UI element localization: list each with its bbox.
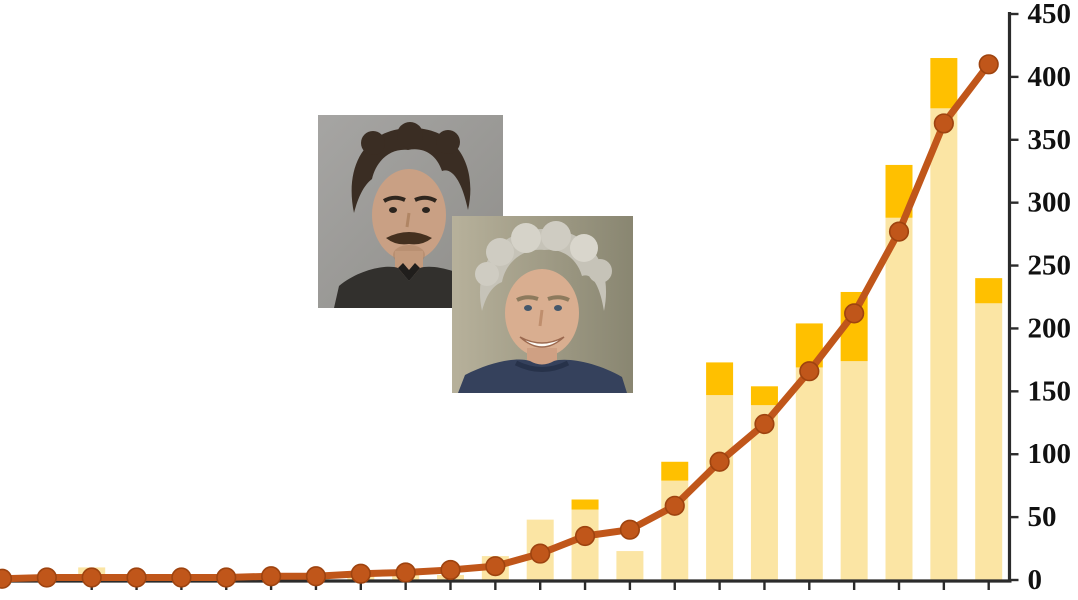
bar-light-segment [930,108,958,580]
trend-line-marker [799,361,820,382]
portrait-1-nose [405,212,411,228]
portrait-1-hair-tuft [361,131,385,155]
portrait-2-shirt [458,359,627,393]
portrait-2-eyebrow [547,295,570,302]
portrait-1-collar [398,263,420,281]
trend-line-marker [36,567,57,588]
bar-light-segment [706,395,734,580]
bar-light-segment [616,551,644,580]
trend-line-marker [440,559,461,581]
portrait-1-eyebrow [382,195,406,203]
y-axis-tick-label: 300 [1028,187,1072,219]
trend-line-marker [530,543,551,564]
trend-line-marker [126,567,147,588]
y-axis-tick-label: 450 [1028,0,1072,30]
bar-gold-cap [571,499,599,510]
y-axis-tick-label: 200 [1028,312,1072,344]
y-axis-tick-label: 50 [1028,501,1057,533]
bar-light-segment [975,303,1003,580]
portrait-1-hair-tuft [397,122,423,148]
trend-line-marker [216,567,237,588]
bar-light-segment [795,367,823,580]
y-axis-tick-label: 150 [1028,375,1072,407]
portrait-2-curl [588,259,612,283]
portrait-1-eyebrow [414,195,438,203]
trend-line-marker [709,451,730,472]
bar-gold-cap [975,278,1003,304]
portrait-1-hair-tuft [436,130,460,154]
trend-line-marker [261,566,282,587]
y-axis-tick-label: 250 [1028,250,1072,282]
y-axis-tick-label: 0 [1028,564,1043,596]
portrait-1-eye [422,207,430,213]
trend-line-marker [664,495,685,516]
trend-line-marker [395,562,416,583]
portrait-image-2 [452,216,633,393]
portrait-2-curl [475,262,499,286]
portrait-2-shirt-neckline [514,360,570,372]
y-axis-tick-label: 100 [1028,438,1072,470]
y-axis-tick-label: 400 [1028,61,1072,93]
trend-line-marker [574,525,596,547]
trend-line-marker [171,567,192,588]
trend-line-marker [305,566,327,587]
portrait-1-mustache [386,232,432,245]
trend-line-marker [81,567,102,588]
portrait-2-curl [486,238,514,266]
bar-gold-cap [706,362,734,396]
portrait-2-eye [524,305,532,311]
portrait-2-smile [519,336,565,348]
portrait-1-shirt [334,266,487,308]
trend-line-marker [933,113,954,134]
y-axis-tick-label: 350 [1028,124,1072,156]
portrait-2-eye [554,305,562,311]
trend-line-marker [888,221,910,242]
portrait-2-curl [541,221,571,251]
portrait-2-drawing [452,216,633,393]
trend-line-marker [844,303,865,324]
bar-gold-cap [750,386,778,406]
trend-line-marker [350,563,371,584]
trend-line-marker [754,413,775,435]
portrait-2-curl [511,223,541,253]
portrait-2-eyebrow [516,295,539,302]
trend-line-marker [0,568,13,589]
bar-gold-cap [930,58,958,109]
trend-line-marker [485,556,506,577]
portrait-2-nose [538,309,544,327]
bar-gold-cap [661,461,689,481]
trend-line-marker [619,519,641,540]
bar-light-segment [840,361,868,580]
portrait-1-eye [389,207,397,213]
bar-light-segment [885,217,913,580]
trend-line-marker [978,54,999,75]
portrait-2-curl [570,234,598,262]
